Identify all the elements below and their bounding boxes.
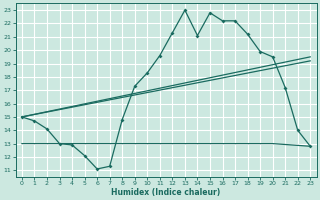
X-axis label: Humidex (Indice chaleur): Humidex (Indice chaleur) xyxy=(111,188,221,197)
